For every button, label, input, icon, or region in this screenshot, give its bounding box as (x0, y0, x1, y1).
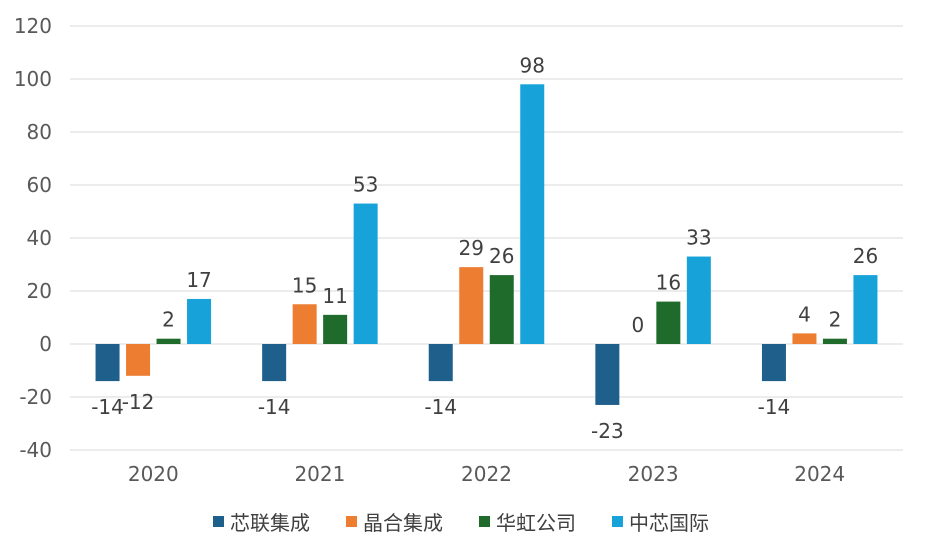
data-label-2021-1: 15 (292, 273, 317, 297)
legend-item-2: 华虹公司 (479, 511, 576, 535)
bar-2023-2 (656, 301, 681, 344)
data-label-2024-2: 2 (829, 308, 842, 332)
bar-2021-0 (262, 344, 287, 382)
y-tick-label: 60 (27, 173, 52, 197)
bar-2022-1 (459, 267, 484, 344)
bars (95, 84, 878, 405)
data-label-2021-2: 11 (322, 284, 347, 308)
legend-item-0: 芯联集成 (213, 511, 310, 535)
legend-label: 芯联集成 (230, 511, 310, 535)
data-label-2020-3: 17 (186, 268, 211, 292)
bar-2024-3 (853, 275, 878, 344)
legend-item-3: 中芯国际 (612, 511, 709, 535)
bar-2020-3 (187, 298, 212, 344)
bar-2021-1 (292, 304, 317, 344)
bar-2020-0 (95, 344, 120, 382)
data-label-2024-1: 4 (798, 302, 811, 326)
legend-label: 中芯国际 (629, 511, 709, 535)
bar-2023-0 (595, 344, 620, 405)
legend-item-1: 晶合集成 (346, 511, 443, 535)
bar-2024-2 (822, 338, 847, 344)
data-label-2023-1: 0 (631, 313, 644, 337)
bar-2021-3 (353, 203, 378, 344)
y-tick-label: -40 (19, 438, 52, 462)
data-label-2023-3: 33 (686, 226, 711, 250)
x-tick-label-2024: 2024 (794, 462, 845, 486)
y-tick-label: 20 (27, 279, 52, 303)
data-label-2022-2: 26 (489, 244, 514, 268)
data-label-2020-0: -14 (91, 395, 124, 419)
x-tick-label-2020: 2020 (128, 462, 179, 486)
y-tick-label: -20 (19, 385, 52, 409)
data-label-2022-3: 98 (520, 53, 545, 77)
data-label-2023-0: -23 (591, 419, 624, 443)
bar-2024-1 (792, 333, 817, 344)
legend-label: 华虹公司 (496, 511, 576, 535)
bar-2022-3 (520, 84, 545, 345)
bar-2022-0 (428, 344, 453, 382)
data-label-2023-2: 16 (656, 271, 681, 295)
data-label-2024-3: 26 (853, 244, 878, 268)
y-tick-label: 0 (39, 332, 52, 356)
data-label-2022-0: -14 (424, 395, 457, 419)
data-label-2022-1: 29 (459, 236, 484, 260)
bar-2023-3 (686, 256, 711, 344)
bar-2020-1 (126, 344, 151, 376)
x-axis-ticks: 2020 2021 2022 2023 2024 (128, 462, 845, 486)
legend-swatch (213, 516, 224, 527)
data-label-2021-0: -14 (258, 395, 291, 419)
y-tick-label: 100 (14, 67, 52, 91)
legend-swatch (346, 516, 357, 527)
y-tick-label: 120 (14, 14, 52, 38)
bar-2021-2 (323, 314, 348, 344)
legend: 芯联集成 晶合集成 华虹公司 中芯国际 (213, 511, 709, 535)
x-tick-label-2022: 2022 (461, 462, 512, 486)
y-axis-ticks: 120 100 80 60 40 20 0 -20 -40 (14, 14, 52, 462)
data-label-2020-2: 2 (162, 308, 175, 332)
legend-swatch (612, 516, 623, 527)
y-tick-label: 80 (27, 120, 52, 144)
gridlines (70, 25, 903, 451)
data-label-2020-1: -12 (122, 390, 155, 414)
x-tick-label-2021: 2021 (294, 462, 345, 486)
data-label-2021-3: 53 (353, 173, 378, 197)
y-tick-label: 40 (27, 226, 52, 250)
legend-swatch (479, 516, 490, 527)
x-tick-label-2023: 2023 (628, 462, 679, 486)
legend-label: 晶合集成 (363, 511, 443, 535)
bar-2024-0 (761, 344, 786, 382)
bar-2022-2 (489, 275, 514, 344)
data-label-2024-0: -14 (758, 395, 791, 419)
bar-2020-2 (156, 338, 181, 344)
